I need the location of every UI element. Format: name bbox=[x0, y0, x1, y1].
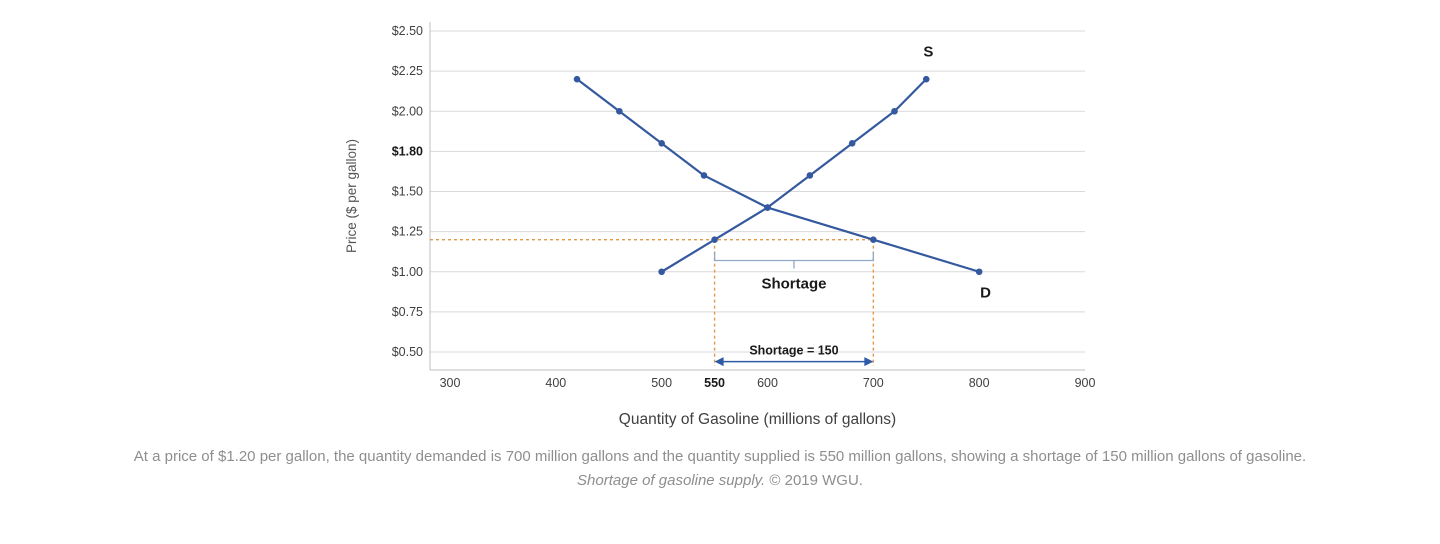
x-tick-label: 800 bbox=[969, 376, 990, 390]
point-D bbox=[975, 268, 983, 276]
point-S bbox=[891, 107, 898, 115]
shortage-arrow-head-right bbox=[864, 357, 874, 367]
y-tick-label: $1.80 bbox=[392, 144, 423, 158]
point-S bbox=[848, 140, 856, 147]
y-tick-label: $0.75 bbox=[392, 305, 423, 319]
y-tick-label: $2.00 bbox=[392, 104, 423, 118]
x-tick-label: 700 bbox=[863, 376, 884, 390]
y-tick-label: $1.25 bbox=[392, 225, 423, 239]
shortage-bracket bbox=[713, 251, 874, 269]
x-tick-label: 300 bbox=[440, 376, 461, 390]
attribution-copyright: © 2019 WGU. bbox=[765, 471, 863, 489]
shortage-arrow-head-left bbox=[714, 357, 724, 367]
y-axis-title: Price ($ per gallon) bbox=[344, 139, 359, 253]
chart-attribution: Shortage of gasoline supply. © 2019 WGU. bbox=[0, 472, 1440, 489]
curve-label-S: S bbox=[923, 44, 933, 61]
y-tick-label: $2.50 bbox=[392, 24, 423, 38]
x-tick-label: 500 bbox=[651, 376, 672, 390]
x-tick-label: 400 bbox=[545, 376, 566, 390]
point-S bbox=[922, 75, 930, 83]
x-axis-title: Quantity of Gasoline (millions of gallon… bbox=[619, 411, 896, 428]
y-tick-label: $1.00 bbox=[392, 265, 423, 279]
curve-label-D: D bbox=[980, 284, 991, 301]
curve-D bbox=[575, 78, 981, 273]
y-tick-label: $2.25 bbox=[392, 64, 423, 78]
y-tick-label: $1.50 bbox=[392, 185, 423, 199]
x-tick-label: 900 bbox=[1075, 376, 1096, 390]
shortage-amount-label: Shortage = 150 bbox=[749, 344, 838, 358]
point-D bbox=[658, 140, 665, 147]
point-D bbox=[764, 204, 771, 211]
chart-caption: At a price of $1.20 per gallon, the quan… bbox=[133, 448, 1307, 465]
x-tick-label: 600 bbox=[757, 376, 778, 390]
point-D bbox=[616, 107, 623, 115]
point-S bbox=[658, 268, 665, 276]
y-tick-label: $0.50 bbox=[392, 345, 423, 359]
chart-canvas: Shortage Shortage = 150 S D $2.50 $2.25 $2.00 $… bbox=[344, 22, 1096, 428]
shortage-label: Shortage bbox=[761, 276, 826, 293]
point-D bbox=[700, 172, 708, 179]
attribution-figure-title: Shortage of gasoline supply. bbox=[577, 471, 766, 489]
supply-demand-chart: Shortage Shortage = 150 S D $2.50 $2.25 $2.00 $… bbox=[344, 22, 1096, 428]
x-tick-label: 550 bbox=[704, 376, 725, 390]
point-D bbox=[573, 75, 581, 83]
page: Shortage Shortage = 150 S D $2.50 $2.25 $2.00 $… bbox=[0, 22, 1440, 489]
point-D bbox=[870, 236, 877, 243]
point-S bbox=[806, 172, 814, 179]
point-S bbox=[711, 236, 718, 243]
